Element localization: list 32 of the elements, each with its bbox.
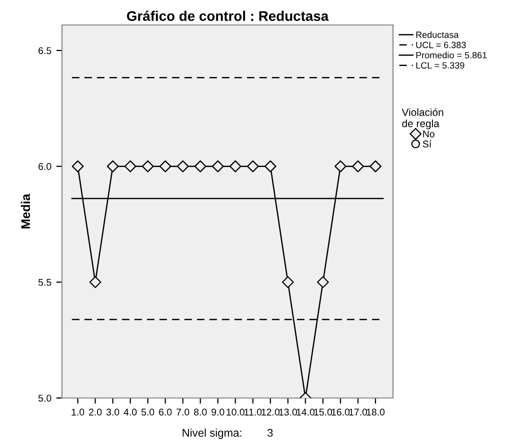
legend-title: Violación de regla [402, 108, 444, 130]
y-tick-label: 6.0 [38, 163, 52, 170]
x-tick-label: 8.0 [194, 408, 207, 416]
legend-label: Sí [422, 140, 432, 148]
x-tick-label: 17.0 [349, 408, 368, 416]
x-tick-label: 16.0 [332, 408, 350, 416]
y-tick-label: 5.5 [38, 278, 52, 286]
x-axis-title: Nivel sigma: 3 [182, 428, 273, 439]
x-tick-label: 4.0 [124, 408, 137, 416]
x-tick-label: 9.0 [212, 408, 224, 416]
x-tick-label: 3.0 [106, 408, 120, 416]
chart-title: Gráfico de control : Reductasa [126, 10, 329, 21]
x-tick-label: 10.0 [226, 408, 244, 416]
x-tick-label: 2.0 [89, 408, 102, 416]
x-tick-label: 7.0 [176, 408, 190, 416]
legend-label: UCL = 6.383 [416, 42, 466, 48]
x-tick-label: 5.0 [141, 408, 154, 416]
x-tick-label: 13.0 [279, 408, 297, 416]
legend-label: Reductasa [416, 31, 459, 38]
y-tick-label: 6.5 [38, 47, 52, 54]
legend-label: Promedio = 5.861 [416, 52, 487, 58]
legend-label: No [423, 130, 434, 138]
x-tick-label: 12.0 [262, 408, 280, 416]
x-tick-label: 6.0 [159, 408, 172, 416]
y-axis-title: Media [20, 194, 30, 228]
x-tick-label: 18.0 [366, 408, 385, 416]
x-tick-label: 15.0 [314, 408, 332, 416]
x-tick-label: 14.0 [296, 408, 315, 416]
y-tick-label: 5.0 [38, 394, 52, 402]
x-tick-label: 11.0 [244, 408, 262, 416]
x-tick-label: 1.0 [72, 408, 84, 416]
legend-label: LCL = 5.339 [416, 62, 464, 69]
